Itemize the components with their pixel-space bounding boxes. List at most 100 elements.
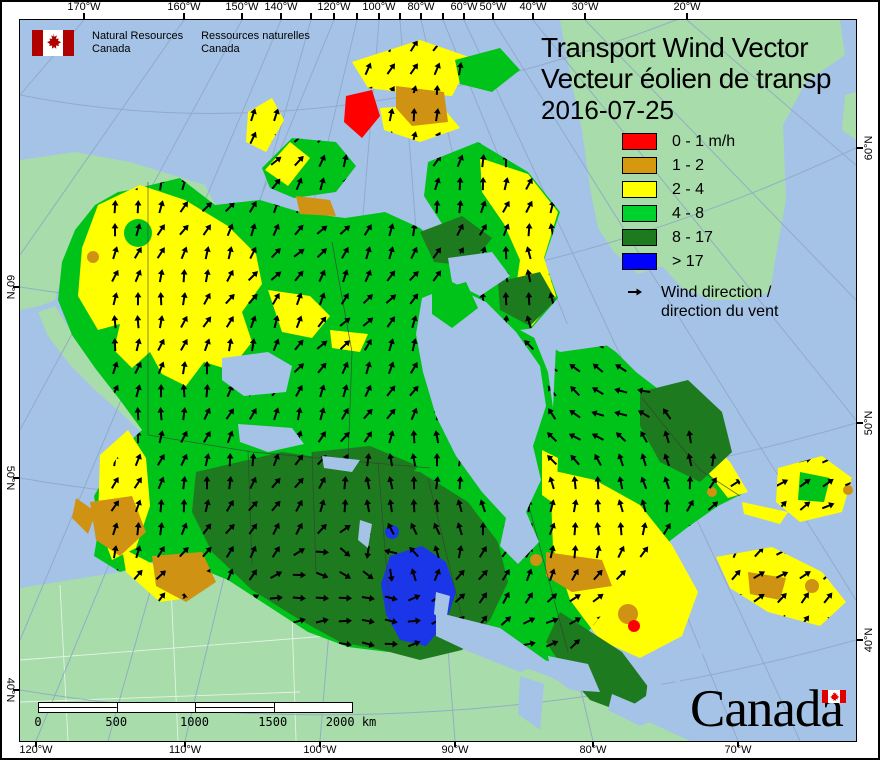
wind-arrow [111,338,119,352]
darkgreen-baffin [498,272,556,326]
wind-arrow [548,408,557,420]
wind-arrow [569,639,581,650]
wind-arrow [249,453,257,467]
wind-arrow [270,247,281,259]
wind-arrow [319,177,326,191]
wind-arrow [110,500,120,512]
wind-arrow [548,522,556,536]
wind-arrow [224,201,235,213]
lon-tick [686,13,688,19]
orange-arctic [396,86,448,126]
wind-arrow [340,293,349,305]
lon-label-top: 140°W [264,1,298,13]
wind-arrow [614,410,628,417]
lon-label-top: 150°W [225,1,259,13]
lake-huron [548,656,600,692]
lat-label-right: 60°N [863,135,875,161]
wind-arrow [571,568,579,581]
wind-arrow [339,524,351,534]
wind-arrow [202,224,211,236]
wind-arrow [594,476,602,490]
wind-arrow [594,522,602,536]
wind-arrow [571,545,579,559]
wind-arrow [592,363,604,373]
wind-arrow [686,499,694,512]
wind-arrow [318,269,326,283]
wind-arrow [364,545,372,559]
legend-row: 1 - 2 [622,157,778,174]
wind-arrow [111,200,119,214]
wind-arrow [410,407,418,421]
map-date: 2016-07-25 [541,95,674,125]
wind-arrow [341,246,349,259]
wind-arrow [433,62,441,76]
wind-arrow [179,201,188,213]
lon-tick [241,13,243,19]
wind-arrow [249,407,257,420]
wind-arrow [341,361,349,375]
wind-arrow [799,571,811,580]
wind-arrow [250,223,257,237]
lon-tick [454,741,456,747]
wind-arrow [501,569,510,581]
wind-arrow [362,317,374,327]
wind-arrow [617,453,624,467]
wind-arrow [387,522,395,535]
lon-tick [399,13,401,19]
wind-arrow [225,523,235,535]
wind-arrow [617,522,625,536]
wind-arrow [478,569,488,581]
wind-direction-entry: Wind direction / direction du vent [622,283,778,321]
wind-arrow [591,433,604,441]
wind-arrow [571,522,579,536]
logo-text-en: Natural Resources Canada [92,30,183,56]
wind-direction-label: Wind direction / direction du vent [661,283,778,321]
wind-arrow [271,178,281,190]
wind-arrow [410,499,418,513]
wind-arrow [456,499,463,513]
wind-arrow [455,569,465,581]
wind-arrow [365,361,372,375]
lat-tick [13,477,19,479]
wind-arrow [294,477,304,489]
lon-tick [184,741,186,747]
wind-arrow [249,246,257,259]
wind-arrow [548,292,555,306]
wind-arrow [386,63,396,75]
wind-arrow [388,338,395,352]
legend-swatch [622,229,657,246]
lake-ontario [646,680,692,710]
wind-arrow [294,270,304,282]
wind-arrow [640,499,647,513]
wind-arrow [822,478,834,488]
wind-arrow [456,522,463,536]
wind-arrow [180,315,188,328]
wind-arrow [341,476,349,490]
wind-arrow [615,364,627,373]
wind-arrow [292,617,306,624]
wind-arrow [361,617,375,625]
logo-text-fr: Ressources naturelles Canada [201,30,310,56]
wind-arrow [341,407,349,420]
wind-arrow [293,363,305,373]
wind-arrow [249,131,257,145]
wind-arrow [248,293,258,305]
legend-row: 4 - 8 [622,205,778,222]
wind-arrow [225,316,234,328]
wind-arrow [432,247,442,259]
wind-arrow [203,430,211,443]
wind-arrow [502,591,510,604]
wind-arrow [387,476,394,490]
lat-label-right: 40°N [863,627,875,653]
wind-arrow [388,430,395,444]
wind-arrow [226,430,234,444]
wind-arrow [134,499,142,513]
wind-arrow [408,270,419,282]
wind-arrow [225,293,235,305]
wind-arrow [249,476,257,490]
wind-arrow [157,361,165,375]
wind-arrow [134,315,142,329]
wind-arrow [157,269,165,283]
wind-arrow [593,569,603,581]
wind-arrow [180,430,188,443]
